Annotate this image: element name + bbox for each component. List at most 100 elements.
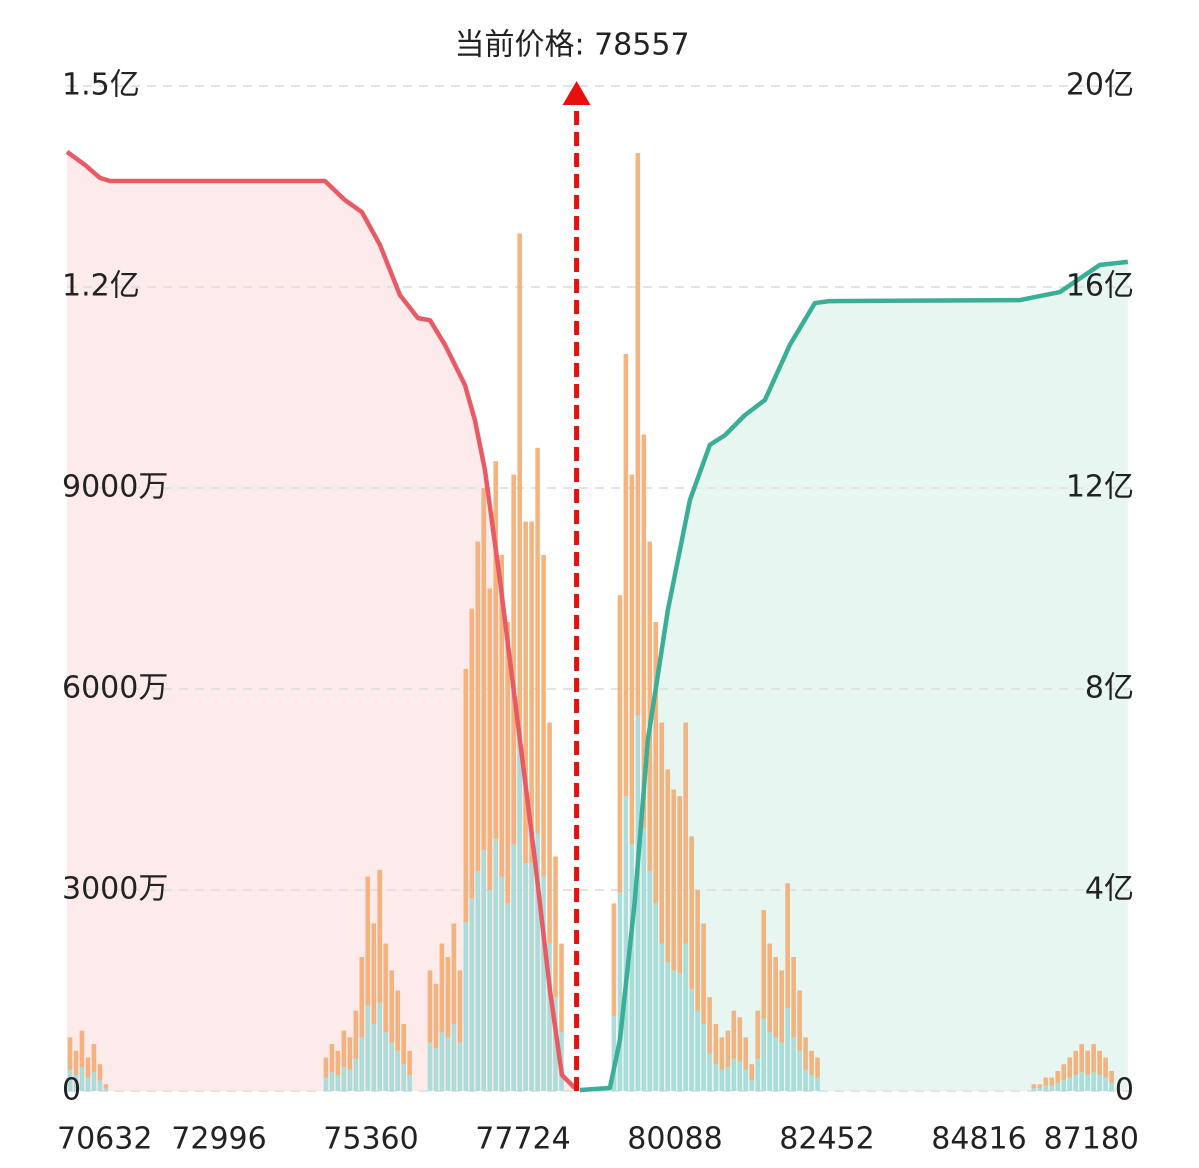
bar bbox=[499, 876, 505, 1091]
bar bbox=[341, 1030, 347, 1067]
bar bbox=[1043, 1085, 1049, 1091]
bar bbox=[335, 1074, 341, 1091]
bar bbox=[1055, 1070, 1061, 1083]
bar bbox=[365, 876, 371, 1006]
y2-tick-label: 0 bbox=[1115, 1073, 1134, 1108]
bar bbox=[475, 541, 481, 872]
bar bbox=[469, 608, 475, 899]
bar bbox=[743, 1069, 749, 1091]
bar bbox=[683, 722, 688, 944]
bar bbox=[487, 588, 493, 890]
bar bbox=[359, 957, 365, 1038]
bar bbox=[755, 1058, 761, 1091]
bar bbox=[1085, 1050, 1090, 1075]
bar bbox=[647, 871, 653, 1091]
bar bbox=[517, 747, 522, 1091]
bar bbox=[737, 1061, 743, 1091]
bar bbox=[809, 1074, 814, 1091]
bar bbox=[761, 1018, 767, 1091]
bar bbox=[481, 488, 487, 850]
bar bbox=[1055, 1082, 1061, 1091]
bar bbox=[445, 957, 451, 1038]
bar bbox=[463, 922, 469, 1091]
bar bbox=[427, 970, 433, 1043]
bar bbox=[91, 1072, 97, 1091]
bar bbox=[611, 1015, 617, 1091]
bar bbox=[469, 898, 475, 1091]
bar bbox=[329, 1044, 335, 1073]
bar bbox=[683, 943, 688, 1091]
bar bbox=[815, 1077, 820, 1091]
bar bbox=[1073, 1050, 1079, 1075]
bar bbox=[1079, 1044, 1084, 1073]
bar bbox=[481, 849, 487, 1091]
bar bbox=[809, 1050, 814, 1075]
y-tick-label: 3000万 bbox=[62, 872, 168, 907]
bar bbox=[689, 836, 694, 990]
y-tick-label: 0 bbox=[62, 1073, 81, 1108]
bar bbox=[353, 1010, 359, 1059]
bar bbox=[677, 796, 682, 974]
x-tick-label: 77724 bbox=[475, 1122, 570, 1157]
x-tick-label: 87180 bbox=[1044, 1122, 1139, 1157]
bar bbox=[797, 990, 802, 1051]
bar bbox=[611, 903, 617, 1016]
bar bbox=[73, 1050, 79, 1075]
bar bbox=[1073, 1074, 1079, 1091]
cumulative-line bbox=[579, 259, 1129, 1093]
bar bbox=[475, 871, 481, 1091]
bar bbox=[547, 943, 552, 1091]
bar bbox=[487, 890, 493, 1091]
bar bbox=[73, 1074, 79, 1091]
bar bbox=[617, 595, 623, 893]
bar bbox=[377, 1002, 383, 1091]
bar bbox=[731, 1058, 737, 1091]
bar bbox=[623, 354, 629, 797]
bar bbox=[451, 1024, 457, 1091]
x-tick-label: 75360 bbox=[323, 1122, 418, 1157]
bar bbox=[629, 474, 635, 845]
bar bbox=[1097, 1074, 1102, 1091]
bar bbox=[359, 1037, 365, 1091]
bar bbox=[785, 883, 790, 1008]
bar bbox=[719, 1069, 725, 1091]
bar bbox=[401, 1024, 406, 1065]
y2-tick-label: 8亿 bbox=[1085, 671, 1134, 706]
y2-tick-label: 16亿 bbox=[1066, 269, 1134, 304]
bar bbox=[523, 863, 528, 1091]
bar bbox=[701, 923, 706, 1024]
bar bbox=[529, 521, 534, 864]
bar bbox=[701, 1024, 706, 1091]
bar bbox=[791, 957, 796, 1038]
bar bbox=[67, 1037, 73, 1070]
bar bbox=[1079, 1072, 1084, 1091]
bars bbox=[67, 153, 1114, 1091]
y-tick-label: 1.2亿 bbox=[62, 269, 140, 304]
bar bbox=[353, 1058, 359, 1091]
bar bbox=[401, 1064, 406, 1091]
bar bbox=[433, 1048, 439, 1091]
y2-tick-label: 20亿 bbox=[1066, 68, 1134, 103]
bar bbox=[433, 983, 439, 1049]
bar bbox=[439, 943, 445, 1033]
y-tick-label: 1.5亿 bbox=[62, 68, 140, 103]
bar bbox=[1037, 1084, 1043, 1089]
bar bbox=[323, 1077, 329, 1091]
bar bbox=[707, 997, 712, 1054]
bar bbox=[541, 876, 546, 1091]
bar bbox=[97, 1080, 103, 1091]
bar bbox=[713, 1024, 719, 1065]
bar bbox=[623, 796, 629, 1091]
y-tick-label: 9000万 bbox=[62, 470, 168, 505]
bar bbox=[659, 943, 665, 1091]
bar bbox=[427, 1042, 433, 1091]
bar bbox=[1097, 1050, 1102, 1075]
bar bbox=[1091, 1044, 1096, 1073]
bar bbox=[499, 555, 505, 877]
bar bbox=[647, 541, 653, 872]
area-fill bbox=[579, 261, 1128, 1091]
bar bbox=[641, 828, 647, 1091]
bar bbox=[67, 1069, 73, 1091]
